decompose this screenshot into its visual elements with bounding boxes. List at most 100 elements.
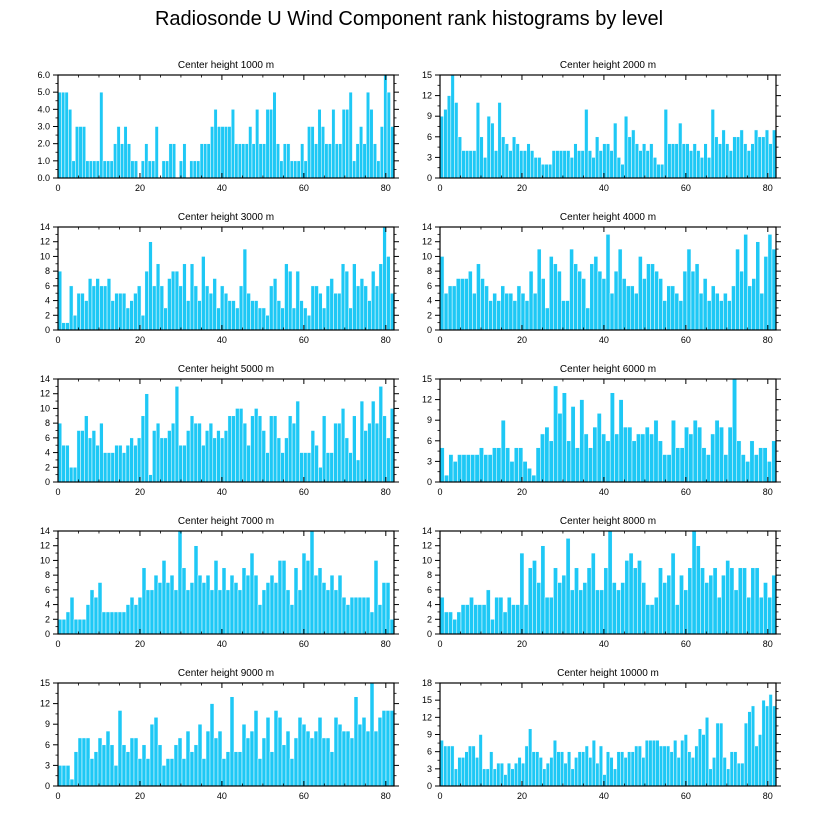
- bar: [446, 745, 451, 787]
- bar: [468, 745, 473, 787]
- bar: [603, 567, 609, 635]
- bar: [508, 292, 514, 331]
- bar: [284, 263, 289, 331]
- bar: [197, 723, 203, 787]
- bar: [666, 285, 671, 331]
- bar: [706, 300, 712, 331]
- bar: [237, 751, 243, 787]
- bar: [227, 126, 232, 179]
- bar: [261, 589, 267, 635]
- bar: [740, 762, 745, 787]
- bar: [293, 160, 298, 179]
- x-tick-label: 0: [437, 639, 442, 649]
- bar: [75, 126, 80, 179]
- bar: [61, 91, 66, 179]
- bar: [366, 91, 371, 179]
- bar: [482, 768, 487, 787]
- y-tick-label: 6.0: [37, 70, 50, 80]
- bar: [217, 126, 222, 179]
- bar: [651, 739, 656, 787]
- bar: [506, 596, 512, 635]
- bar: [632, 567, 638, 635]
- bar: [715, 722, 720, 787]
- bar: [325, 285, 331, 331]
- bar: [327, 143, 332, 179]
- x-tick-label: 20: [517, 183, 527, 193]
- bar: [705, 454, 711, 483]
- bar: [99, 285, 104, 331]
- bar: [173, 589, 179, 635]
- y-tick-label: 10: [40, 251, 50, 261]
- x-tick-label: 80: [763, 335, 773, 345]
- bar: [574, 757, 579, 787]
- bar: [221, 758, 227, 787]
- bar: [544, 426, 550, 483]
- bar: [314, 143, 319, 179]
- bar: [301, 723, 307, 787]
- bar: [321, 582, 327, 635]
- bar: [627, 751, 632, 787]
- bar: [598, 150, 603, 179]
- bar: [763, 256, 769, 331]
- bar: [496, 447, 502, 483]
- bar: [759, 292, 765, 331]
- bar: [95, 160, 100, 179]
- bar: [685, 143, 690, 179]
- bar: [212, 437, 217, 483]
- bar: [171, 422, 176, 483]
- bar: [728, 150, 733, 179]
- bar: [704, 582, 710, 635]
- bar: [771, 248, 777, 331]
- x-tick-label: 80: [381, 487, 391, 497]
- bar: [498, 596, 504, 635]
- bar: [84, 300, 89, 331]
- bar: [631, 129, 636, 179]
- bar: [140, 160, 145, 179]
- bar: [455, 278, 461, 331]
- bar: [313, 730, 319, 787]
- bar: [565, 538, 571, 635]
- bar: [628, 552, 634, 635]
- bar: [602, 143, 607, 179]
- bar: [490, 122, 495, 179]
- bar: [353, 596, 359, 635]
- bar: [588, 757, 593, 787]
- bar: [597, 270, 603, 331]
- bar: [765, 705, 770, 787]
- bar: [361, 717, 367, 787]
- bar: [662, 582, 668, 635]
- bar: [616, 589, 621, 635]
- bar: [586, 567, 592, 635]
- x-tick-label: 0: [437, 183, 442, 193]
- bar: [750, 143, 755, 179]
- bar: [450, 74, 455, 179]
- x-tick-label: 80: [381, 183, 391, 193]
- x-tick-label: 80: [763, 791, 773, 801]
- bar: [189, 415, 195, 483]
- bar: [515, 143, 520, 179]
- bar: [133, 737, 139, 787]
- bar: [117, 710, 123, 787]
- bar: [544, 164, 549, 179]
- bar: [286, 143, 291, 179]
- bar: [569, 248, 574, 331]
- bar: [719, 426, 724, 483]
- bar: [740, 454, 746, 483]
- bar: [513, 447, 519, 483]
- bar: [601, 278, 607, 331]
- bar: [642, 278, 647, 331]
- bar: [337, 723, 343, 787]
- bar: [634, 292, 639, 331]
- x-tick-label: 0: [55, 639, 60, 649]
- bar: [322, 415, 327, 483]
- bar: [620, 582, 626, 635]
- bar: [177, 737, 183, 787]
- bar: [378, 263, 383, 331]
- bar: [196, 160, 201, 179]
- bar: [739, 270, 744, 331]
- bar: [365, 730, 371, 787]
- bar: [216, 430, 221, 483]
- y-tick-label: 14: [40, 374, 50, 384]
- y-tick-label: 15: [40, 678, 50, 688]
- bar: [129, 596, 135, 635]
